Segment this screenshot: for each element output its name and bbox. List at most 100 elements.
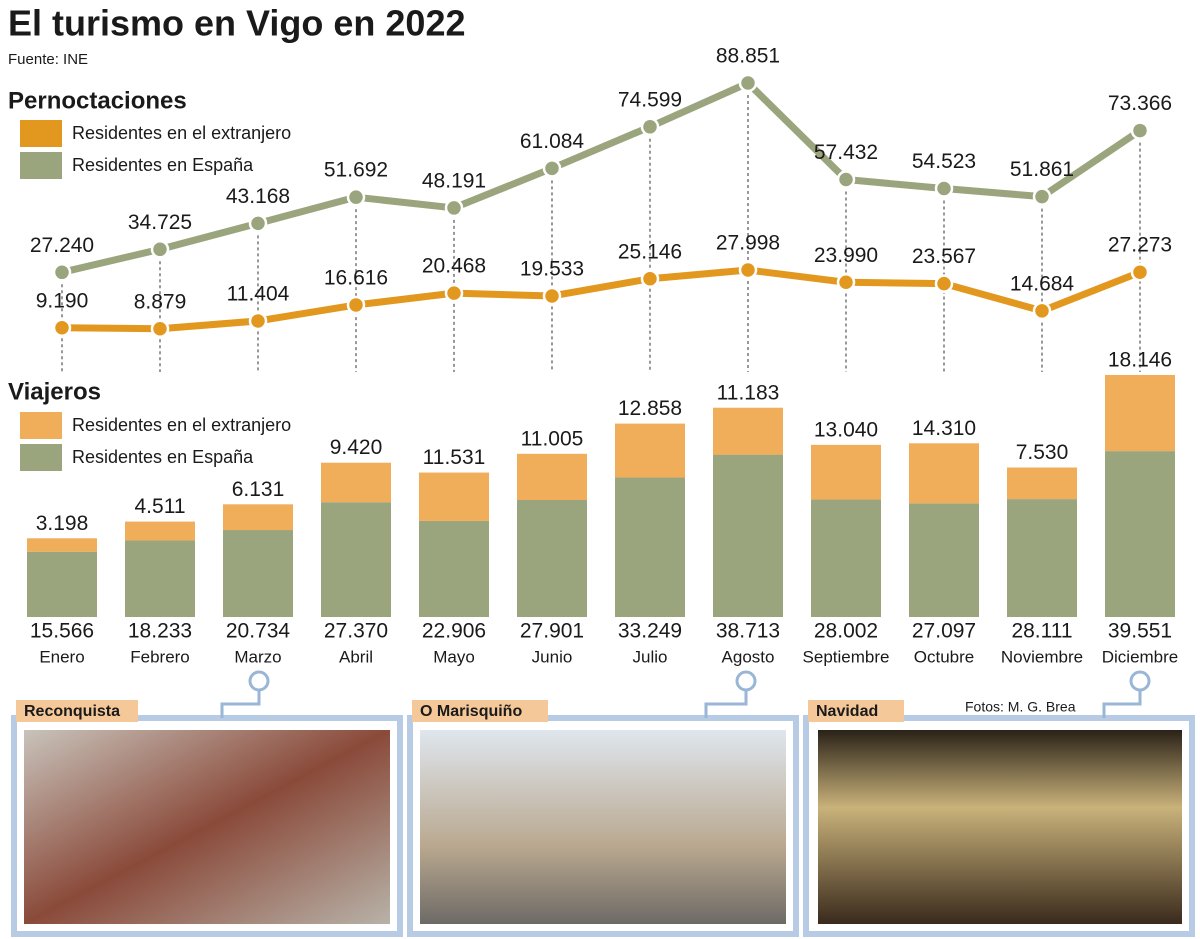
data-label: 14.310: [912, 417, 976, 440]
bar-segment: [615, 477, 685, 617]
legend-label: Residentes en el extranjero: [72, 415, 291, 435]
x-tick-label: Abril: [339, 647, 373, 666]
chart-title: Viajeros: [8, 378, 101, 405]
point: [52, 263, 72, 282]
bar-segment: [125, 540, 195, 617]
data-label: 88.851: [716, 45, 780, 68]
bar-segment: [27, 551, 97, 617]
data-label: 11.531: [423, 446, 486, 469]
data-label: 28.111: [1011, 620, 1072, 643]
line: [61, 79, 1142, 276]
photo-credit: Fotos: M. G. Brea: [965, 699, 1076, 715]
photo: [818, 730, 1182, 924]
point: [444, 198, 464, 218]
photo: [420, 730, 786, 924]
bar-segment: [615, 423, 685, 478]
point: [1032, 301, 1052, 321]
data-label: 27.097: [912, 620, 976, 643]
photo-label: Reconquista: [24, 703, 120, 720]
data-label: 61.084: [520, 130, 585, 153]
data-label: 23.990: [814, 244, 878, 267]
photo-label: O Marisquiño: [420, 703, 522, 720]
data-label: 51.861: [1010, 158, 1074, 181]
data-label: 28.002: [814, 620, 878, 643]
data-label: 20.468: [422, 255, 486, 278]
point: [934, 274, 954, 293]
bar-segment: [1007, 499, 1077, 617]
data-label: 27.998: [716, 232, 780, 255]
bar-segment: [909, 503, 979, 617]
x-tick-label: Agosto: [722, 647, 775, 666]
bar-segment: [517, 453, 587, 500]
bar-segment: [1105, 375, 1175, 452]
legend-swatch: [20, 152, 62, 179]
x-tick-label: Octubre: [914, 647, 974, 666]
bar-segment: [811, 444, 881, 500]
bar-segment: [1105, 451, 1175, 617]
bar-segment: [419, 520, 489, 617]
bar-segment: [909, 443, 979, 504]
point: [346, 187, 366, 207]
data-label: 16.616: [324, 266, 388, 289]
legend-swatch: [20, 120, 62, 147]
bar-segment: [713, 407, 783, 455]
bar-segment: [223, 504, 293, 531]
source: Fuente: INE: [8, 51, 88, 68]
data-label: 9.420: [330, 436, 383, 459]
x-tick-label: Diciembre: [1102, 647, 1179, 666]
bar-segment: [321, 502, 391, 617]
connector-dot: [248, 670, 270, 692]
point: [150, 240, 170, 259]
point: [444, 283, 464, 303]
bar-segment: [1007, 467, 1077, 500]
x-tick-label: Septiembre: [803, 647, 890, 666]
bar-segment: [811, 499, 881, 617]
chart-title: Pernoctaciones: [8, 87, 187, 114]
data-label: 54.523: [912, 150, 976, 173]
point: [542, 286, 562, 306]
legend-label: Residentes en España: [72, 155, 254, 175]
x-tick-label: Noviembre: [1001, 647, 1083, 666]
legend-label: Residentes en España: [72, 447, 254, 467]
point: [836, 273, 856, 292]
point: [738, 73, 758, 93]
data-label: 43.168: [226, 185, 290, 208]
x-tick-label: Junio: [532, 647, 573, 666]
data-label: 27.273: [1108, 234, 1172, 257]
point: [836, 170, 856, 189]
data-label: 12.858: [618, 397, 682, 420]
data-label: 73.366: [1108, 92, 1172, 115]
legend-swatch: [20, 412, 62, 439]
data-label: 3.198: [36, 512, 89, 535]
point: [248, 311, 268, 331]
x-tick-label: Febrero: [130, 647, 190, 666]
line: [61, 266, 1142, 333]
point: [248, 214, 268, 233]
data-label: 9.190: [36, 289, 89, 312]
data-label: 38.713: [716, 620, 780, 643]
x-tick-label: Mayo: [433, 647, 475, 666]
data-label: 74.599: [618, 88, 682, 111]
data-label: 27.901: [520, 620, 584, 643]
point: [640, 117, 660, 137]
data-label: 18.146: [1108, 349, 1172, 372]
data-label: 6.131: [232, 478, 285, 501]
data-label: 51.692: [324, 159, 388, 182]
bar-segment: [223, 530, 293, 617]
data-label: 57.432: [814, 141, 878, 164]
bar-segment: [27, 538, 97, 552]
bar-segment: [713, 454, 783, 617]
photo: [24, 730, 390, 924]
data-label: 8.879: [134, 290, 187, 313]
x-tick-label: Julio: [633, 647, 668, 666]
point: [640, 269, 660, 288]
point: [150, 319, 170, 338]
bar-segment: [517, 499, 587, 617]
data-label: 7.530: [1016, 441, 1069, 464]
data-label: 27.240: [30, 234, 94, 257]
photo-tab: [808, 700, 904, 722]
point: [1130, 262, 1150, 282]
connector: [220, 690, 1142, 718]
legend-label: Residentes en el extranjero: [72, 123, 291, 143]
